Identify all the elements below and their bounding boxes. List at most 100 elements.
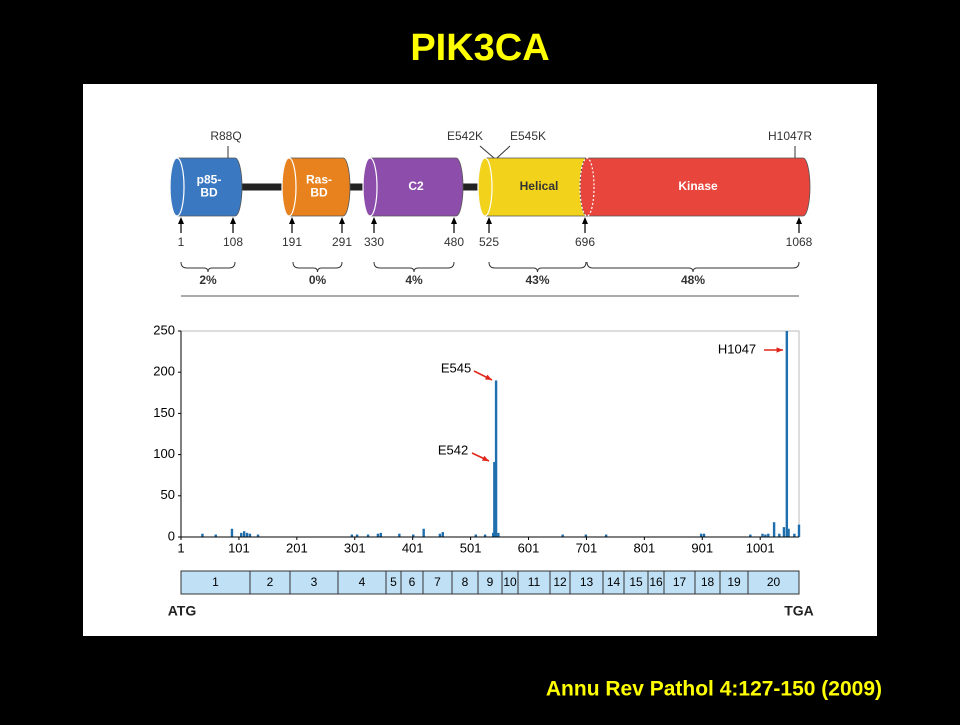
arrow-head	[582, 217, 588, 224]
mutation-pointer	[496, 145, 511, 159]
domain-face	[579, 157, 595, 217]
bar	[245, 532, 249, 537]
bar	[778, 533, 781, 537]
exon-label: 3	[311, 575, 318, 589]
exon-label: 15	[629, 575, 643, 589]
exon-label: 13	[580, 575, 594, 589]
x-tick-label: 901	[691, 540, 713, 555]
mutation-pointer	[479, 145, 495, 159]
exon-label: 5	[390, 575, 397, 589]
bar	[242, 531, 246, 537]
y-tick-label: 50	[161, 487, 175, 502]
start-codon: ATG	[168, 603, 197, 619]
exon-label: 20	[767, 575, 781, 589]
bar	[761, 533, 764, 537]
brace	[292, 261, 343, 273]
domain-label: BD	[310, 186, 328, 200]
exon-label: 11	[528, 575, 541, 589]
bar	[240, 532, 243, 537]
brace	[373, 261, 455, 273]
bar	[438, 533, 442, 537]
exon-label: 7	[434, 575, 441, 589]
annotation-arrow-head	[485, 374, 492, 380]
bar	[787, 528, 790, 537]
y-tick-label: 150	[153, 405, 175, 420]
percentage-label: 48%	[681, 273, 705, 287]
domain-label: Ras-	[306, 173, 332, 187]
x-tick-label: 701	[576, 540, 598, 555]
bar	[248, 533, 252, 537]
y-tick-label: 100	[153, 446, 175, 461]
arrow-head	[178, 217, 184, 224]
slide-title: PIK3CA	[410, 27, 549, 69]
bar	[230, 528, 234, 537]
annotation-arrow-head	[776, 347, 783, 353]
exon-label: 2	[267, 575, 274, 589]
bar	[702, 533, 706, 537]
domain-label: Helical	[520, 179, 559, 193]
exon-label: 9	[487, 575, 494, 589]
arrow-head	[486, 217, 492, 224]
x-tick-label: 401	[402, 540, 424, 555]
percentage-label: 43%	[525, 273, 549, 287]
percentage-label: 0%	[309, 273, 327, 287]
position-label: 108	[223, 235, 243, 249]
domain-face	[477, 157, 493, 217]
mutation-label: E542K	[447, 129, 483, 143]
brace	[488, 261, 587, 273]
arrow-head	[451, 217, 457, 224]
exon-label: 12	[553, 575, 567, 589]
position-label: 191	[282, 235, 302, 249]
annotation: H1047	[718, 341, 756, 356]
bar	[398, 533, 401, 537]
bar	[366, 534, 370, 537]
bar	[256, 534, 260, 537]
bar	[584, 534, 588, 537]
mutation-label: H1047R	[768, 129, 812, 143]
exon-label: 4	[359, 575, 366, 589]
bar	[764, 534, 767, 537]
position-label: 480	[444, 235, 464, 249]
exon-label: 10	[503, 575, 517, 589]
bar	[379, 532, 383, 537]
domain-label: C2	[408, 179, 424, 193]
bar	[782, 527, 786, 537]
exon-label: 19	[727, 575, 741, 589]
annotation: E545	[441, 360, 471, 375]
bar	[604, 534, 608, 537]
x-tick-label: 601	[518, 540, 540, 555]
bar	[797, 524, 801, 537]
position-label: 525	[479, 235, 499, 249]
position-label: 291	[332, 235, 352, 249]
annotation-arrow-head	[482, 455, 489, 461]
bar	[441, 532, 444, 537]
bar	[412, 534, 415, 537]
y-tick-label: 0	[168, 528, 175, 543]
bar	[793, 533, 796, 537]
x-tick-label: 201	[286, 540, 308, 555]
exon-label: 8	[462, 575, 469, 589]
domain-face	[169, 157, 185, 217]
bar	[749, 534, 752, 537]
position-label: 1068	[786, 235, 813, 249]
x-tick-label: 1001	[746, 540, 775, 555]
exon-label: 1	[212, 575, 219, 589]
brace	[180, 261, 236, 273]
bar	[422, 528, 425, 537]
exon-label: 18	[701, 575, 715, 589]
domain-face	[362, 157, 378, 217]
bar	[561, 534, 564, 537]
exon-label: 14	[607, 575, 621, 589]
arrow-head	[230, 217, 236, 224]
stop-codon: TGA	[784, 603, 814, 619]
exon-label: 6	[409, 575, 416, 589]
percentage-label: 2%	[199, 273, 217, 287]
bar	[474, 534, 478, 537]
arrow-head	[339, 217, 345, 224]
exon	[747, 570, 800, 595]
bar	[483, 534, 487, 537]
domain-face	[281, 157, 297, 217]
exon-label: 17	[673, 575, 687, 589]
y-tick-label: 200	[153, 364, 175, 379]
position-label: 330	[364, 235, 384, 249]
